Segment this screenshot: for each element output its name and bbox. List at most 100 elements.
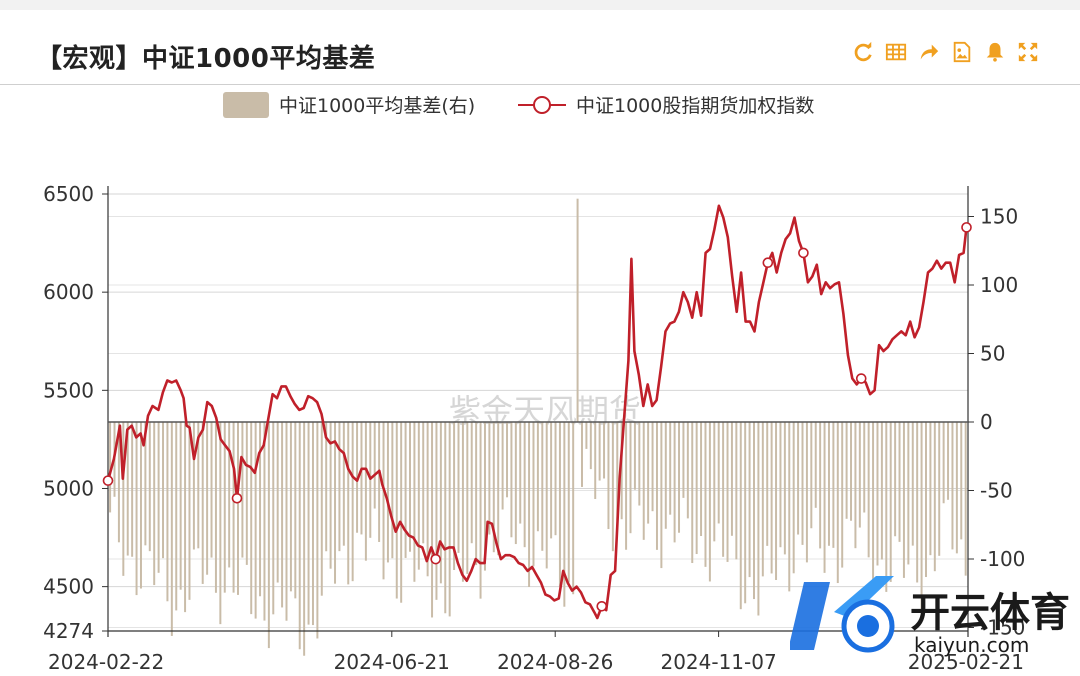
basis-bar — [223, 422, 226, 593]
basis-bar — [775, 422, 778, 580]
basis-bar — [841, 422, 844, 568]
y-right-tick-label: 100 — [980, 273, 1018, 297]
basis-bar — [770, 422, 773, 574]
page-title: 【宏观】中证1000平均基差 — [36, 44, 376, 74]
basis-bar — [885, 422, 888, 592]
legend-bar-swatch — [223, 92, 269, 118]
x-tick-label: 2024-06-21 — [334, 650, 450, 674]
basis-bar — [572, 422, 575, 595]
table-icon[interactable] — [884, 40, 908, 64]
basis-bar — [558, 422, 561, 587]
tick-labels: 4274 4500 5000 5500 6000 6500 -150 -100 -50 0 50 10… — [43, 182, 1025, 674]
basis-bar — [766, 422, 769, 546]
basis-bar — [801, 422, 804, 545]
basis-bar — [466, 422, 469, 574]
y-left-tick-label: 5500 — [43, 378, 94, 402]
basis-bar — [638, 422, 641, 506]
chart-axes — [102, 186, 974, 637]
basis-bar — [942, 422, 945, 504]
basis-bar — [519, 422, 522, 524]
share-icon[interactable] — [917, 40, 941, 64]
save-image-icon[interactable] — [950, 40, 974, 64]
basis-bar — [475, 422, 478, 566]
basis-bar — [338, 422, 341, 552]
basis-bar — [925, 422, 927, 578]
basis-bar — [329, 422, 332, 569]
basis-bar — [810, 422, 813, 529]
basis-bar — [245, 422, 248, 565]
basis-bar — [175, 422, 178, 611]
basis-bar — [448, 422, 451, 617]
basis-bar — [779, 422, 782, 548]
basis-bar — [920, 422, 923, 611]
y-right-tick-label: 50 — [980, 342, 1005, 366]
basis-bar — [259, 422, 262, 597]
basis-bar — [889, 422, 892, 582]
basis-bar — [788, 422, 791, 592]
index-marker — [102, 475, 114, 486]
legend-bar-label: 中证1000平均基差(右) — [279, 95, 475, 117]
basis-bar — [651, 422, 654, 512]
basis-bar — [360, 422, 363, 535]
basis-bar — [148, 422, 151, 552]
basis-bar — [320, 422, 323, 596]
basis-bar — [563, 422, 566, 607]
basis-bar — [386, 422, 389, 563]
basis-bar — [633, 422, 636, 490]
basis-bar — [581, 422, 583, 487]
basis-bar — [294, 422, 297, 599]
basis-bar — [545, 422, 548, 569]
basis-bar — [316, 422, 319, 639]
alert-bell-icon[interactable] — [983, 40, 1007, 64]
basis-bar — [642, 422, 645, 540]
basis-bar — [303, 422, 306, 656]
basis-bar — [272, 422, 275, 615]
basis-bar — [192, 422, 195, 550]
basis-bar — [144, 422, 147, 546]
basis-bar — [210, 422, 213, 558]
fullscreen-icon[interactable] — [1016, 40, 1040, 64]
basis-bar — [819, 422, 822, 549]
basis-bar — [541, 422, 544, 551]
basis-bar — [214, 422, 217, 593]
basis-bar — [281, 422, 284, 608]
basis-bar — [783, 422, 786, 555]
basis-bar — [753, 422, 755, 600]
basis-bar — [797, 422, 800, 535]
basis-bar — [872, 422, 875, 590]
basis-bar — [373, 422, 376, 509]
basis-bar — [607, 422, 610, 530]
basis-bar — [510, 422, 513, 538]
basis-bar — [964, 422, 967, 576]
basis-bar — [501, 422, 504, 510]
refresh-icon[interactable] — [851, 40, 875, 64]
basis-bar — [827, 422, 830, 546]
basis-bar — [660, 422, 663, 569]
y-left-tick-label: 5000 — [43, 476, 94, 500]
basis-bar — [894, 422, 897, 537]
basis-bar — [228, 422, 231, 568]
basis-bar — [479, 422, 482, 599]
basis-bar — [739, 422, 742, 610]
basis-bar — [576, 198, 579, 422]
basis-bar — [453, 422, 456, 571]
basis-bar — [700, 422, 703, 537]
basis-bar — [404, 422, 407, 558]
basis-bar — [792, 422, 795, 574]
basis-bar — [832, 422, 835, 548]
basis-bar — [761, 422, 764, 577]
y-right-tick-label: -100 — [980, 547, 1025, 571]
y-right-tick-label: 0 — [980, 410, 993, 434]
basis-bar — [126, 422, 129, 556]
basis-bar — [589, 422, 592, 470]
basis-bar — [470, 422, 473, 544]
basis-bar — [263, 422, 266, 621]
basis-bar — [678, 422, 681, 533]
basis-bar — [131, 422, 134, 557]
basis-bar — [717, 422, 720, 524]
index-marker — [855, 373, 867, 384]
basis-bar — [514, 422, 517, 545]
x-tick-label: 2024-02-22 — [48, 650, 164, 674]
basis-bar — [409, 422, 411, 552]
basis-bar — [880, 422, 883, 560]
